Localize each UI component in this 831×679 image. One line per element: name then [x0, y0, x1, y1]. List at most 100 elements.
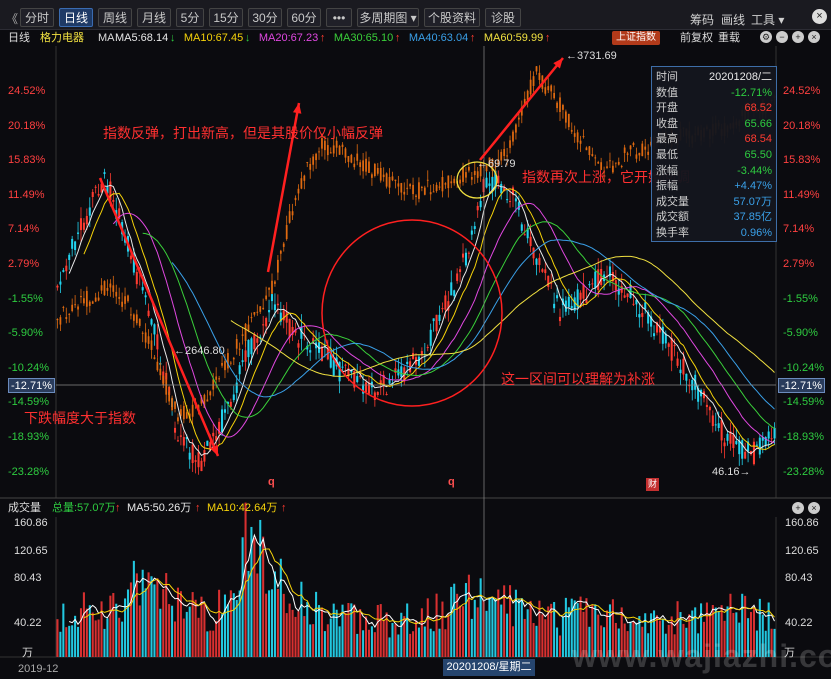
- stock-candle: [653, 333, 656, 337]
- stock-candle: [268, 309, 271, 313]
- volume-bar: [741, 593, 744, 657]
- index-low-mark: ←2646.80: [174, 345, 225, 357]
- period-tab-3[interactable]: 月线: [137, 8, 171, 27]
- index-candle: [362, 160, 364, 172]
- stock-candle: [153, 324, 156, 335]
- index-candle: [635, 154, 638, 159]
- volume-close-icon[interactable]: ×: [808, 502, 820, 514]
- annotation-arrow-up-2-head: [553, 58, 563, 69]
- period-tab-4[interactable]: 5分: [176, 8, 204, 27]
- index-candle: [491, 159, 494, 171]
- volume-bar: [767, 602, 770, 657]
- volume-bar: [688, 614, 691, 657]
- index-candle: [470, 177, 473, 180]
- draw-line-button[interactable]: 画线: [721, 13, 746, 27]
- info-value: 68.54: [744, 133, 772, 146]
- volume-bar: [270, 589, 274, 657]
- period-tab-10[interactable]: 个股资料: [424, 8, 480, 27]
- period-tab-11[interactable]: 诊股: [485, 8, 521, 27]
- info-value: 0.96%: [740, 227, 772, 239]
- period-tab-1[interactable]: 日线: [59, 8, 93, 27]
- volume-bar: [229, 590, 232, 657]
- volume-bar: [168, 604, 171, 657]
- index-candle: [379, 167, 382, 181]
- index-candle: [591, 154, 594, 157]
- period-tab-7[interactable]: 60分: [287, 8, 321, 27]
- plus-icon[interactable]: +: [792, 31, 804, 43]
- volume-bar: [188, 606, 191, 657]
- finance-marker[interactable]: 财: [646, 478, 659, 491]
- stock-candle: [250, 338, 253, 355]
- reload-toggle[interactable]: 重载: [718, 32, 740, 44]
- index-candle: [523, 98, 526, 106]
- stock-candle: [71, 238, 74, 249]
- stock-candle: [356, 376, 359, 383]
- index-high-mark: ←3731.69: [566, 50, 617, 62]
- stock-candle: [529, 236, 532, 247]
- volume-bar: [138, 605, 141, 657]
- annotation-arrow-down: [98, 177, 220, 457]
- volume-bar: [265, 593, 268, 657]
- index-candle: [224, 361, 226, 371]
- stock-candle: [453, 290, 456, 297]
- index-candle: [285, 225, 288, 240]
- stock-candle: [320, 346, 323, 362]
- index-candle: [185, 412, 188, 419]
- settings-icon[interactable]: ⚙: [760, 31, 772, 43]
- index-candle: [544, 87, 547, 94]
- event-q-marker[interactable]: q: [448, 476, 455, 488]
- adjust-toggle[interactable]: 前复权: [680, 32, 713, 44]
- volume-bar: [135, 573, 138, 657]
- index-overlay-button[interactable]: 上证指数: [612, 31, 660, 45]
- stock-candle: [406, 361, 409, 365]
- volume-bar: [632, 621, 635, 657]
- tools-menu[interactable]: 工具 ▾: [751, 13, 785, 27]
- stock-candle: [241, 360, 244, 363]
- index-candle: [506, 155, 508, 157]
- period-tab-0[interactable]: 分时: [20, 8, 54, 27]
- event-q-marker[interactable]: q: [268, 476, 275, 488]
- info-row: 成交量 57.07万: [656, 194, 772, 210]
- period-tab-9[interactable]: 多周期图 ▾: [357, 8, 419, 27]
- volume-plus-icon[interactable]: +: [792, 502, 804, 514]
- volume-bar: [758, 598, 761, 657]
- chips-button[interactable]: 筹码: [690, 13, 715, 27]
- index-candle: [588, 146, 591, 156]
- stock-candle: [767, 431, 770, 439]
- info-key: 数值: [656, 86, 678, 99]
- period-tab-8[interactable]: •••: [326, 8, 352, 27]
- stock-candle: [617, 288, 620, 295]
- stock-candle: [456, 273, 459, 281]
- volume-tick-label-right: 160.86: [785, 517, 819, 529]
- volume-bar: [679, 612, 682, 657]
- stock-candle: [59, 281, 62, 285]
- volume-bar: [770, 628, 773, 657]
- period-tab-2[interactable]: 周线: [98, 8, 132, 27]
- volume-bar: [85, 608, 88, 657]
- volume-bar: [523, 618, 526, 657]
- volume-bar: [429, 628, 432, 657]
- period-tab-5[interactable]: 15分: [209, 8, 243, 27]
- volume-bar: [450, 586, 453, 657]
- y-tick-label-left: -10.24%: [8, 361, 49, 374]
- back-icon[interactable]: 《: [6, 12, 19, 26]
- volume-bar: [294, 616, 297, 657]
- ma-line-10: [83, 188, 775, 450]
- volume-bar: [594, 604, 597, 657]
- stock-candle: [541, 269, 544, 272]
- stock-candle: [197, 452, 200, 468]
- volume-bar: [576, 603, 579, 657]
- volume-bar: [335, 609, 338, 657]
- stock-candle: [359, 375, 362, 377]
- info-value: 37.85亿: [733, 211, 772, 224]
- index-candle: [371, 174, 373, 178]
- info-row: 成交额 37.85亿: [656, 209, 772, 225]
- period-tab-6[interactable]: 30分: [248, 8, 282, 27]
- volume-bar: [464, 583, 467, 657]
- close-icon[interactable]: ×: [812, 9, 827, 24]
- index-candle: [520, 106, 523, 116]
- close-chart-icon[interactable]: ×: [808, 31, 820, 43]
- stock-candle: [135, 272, 138, 285]
- minus-icon[interactable]: −: [776, 31, 788, 43]
